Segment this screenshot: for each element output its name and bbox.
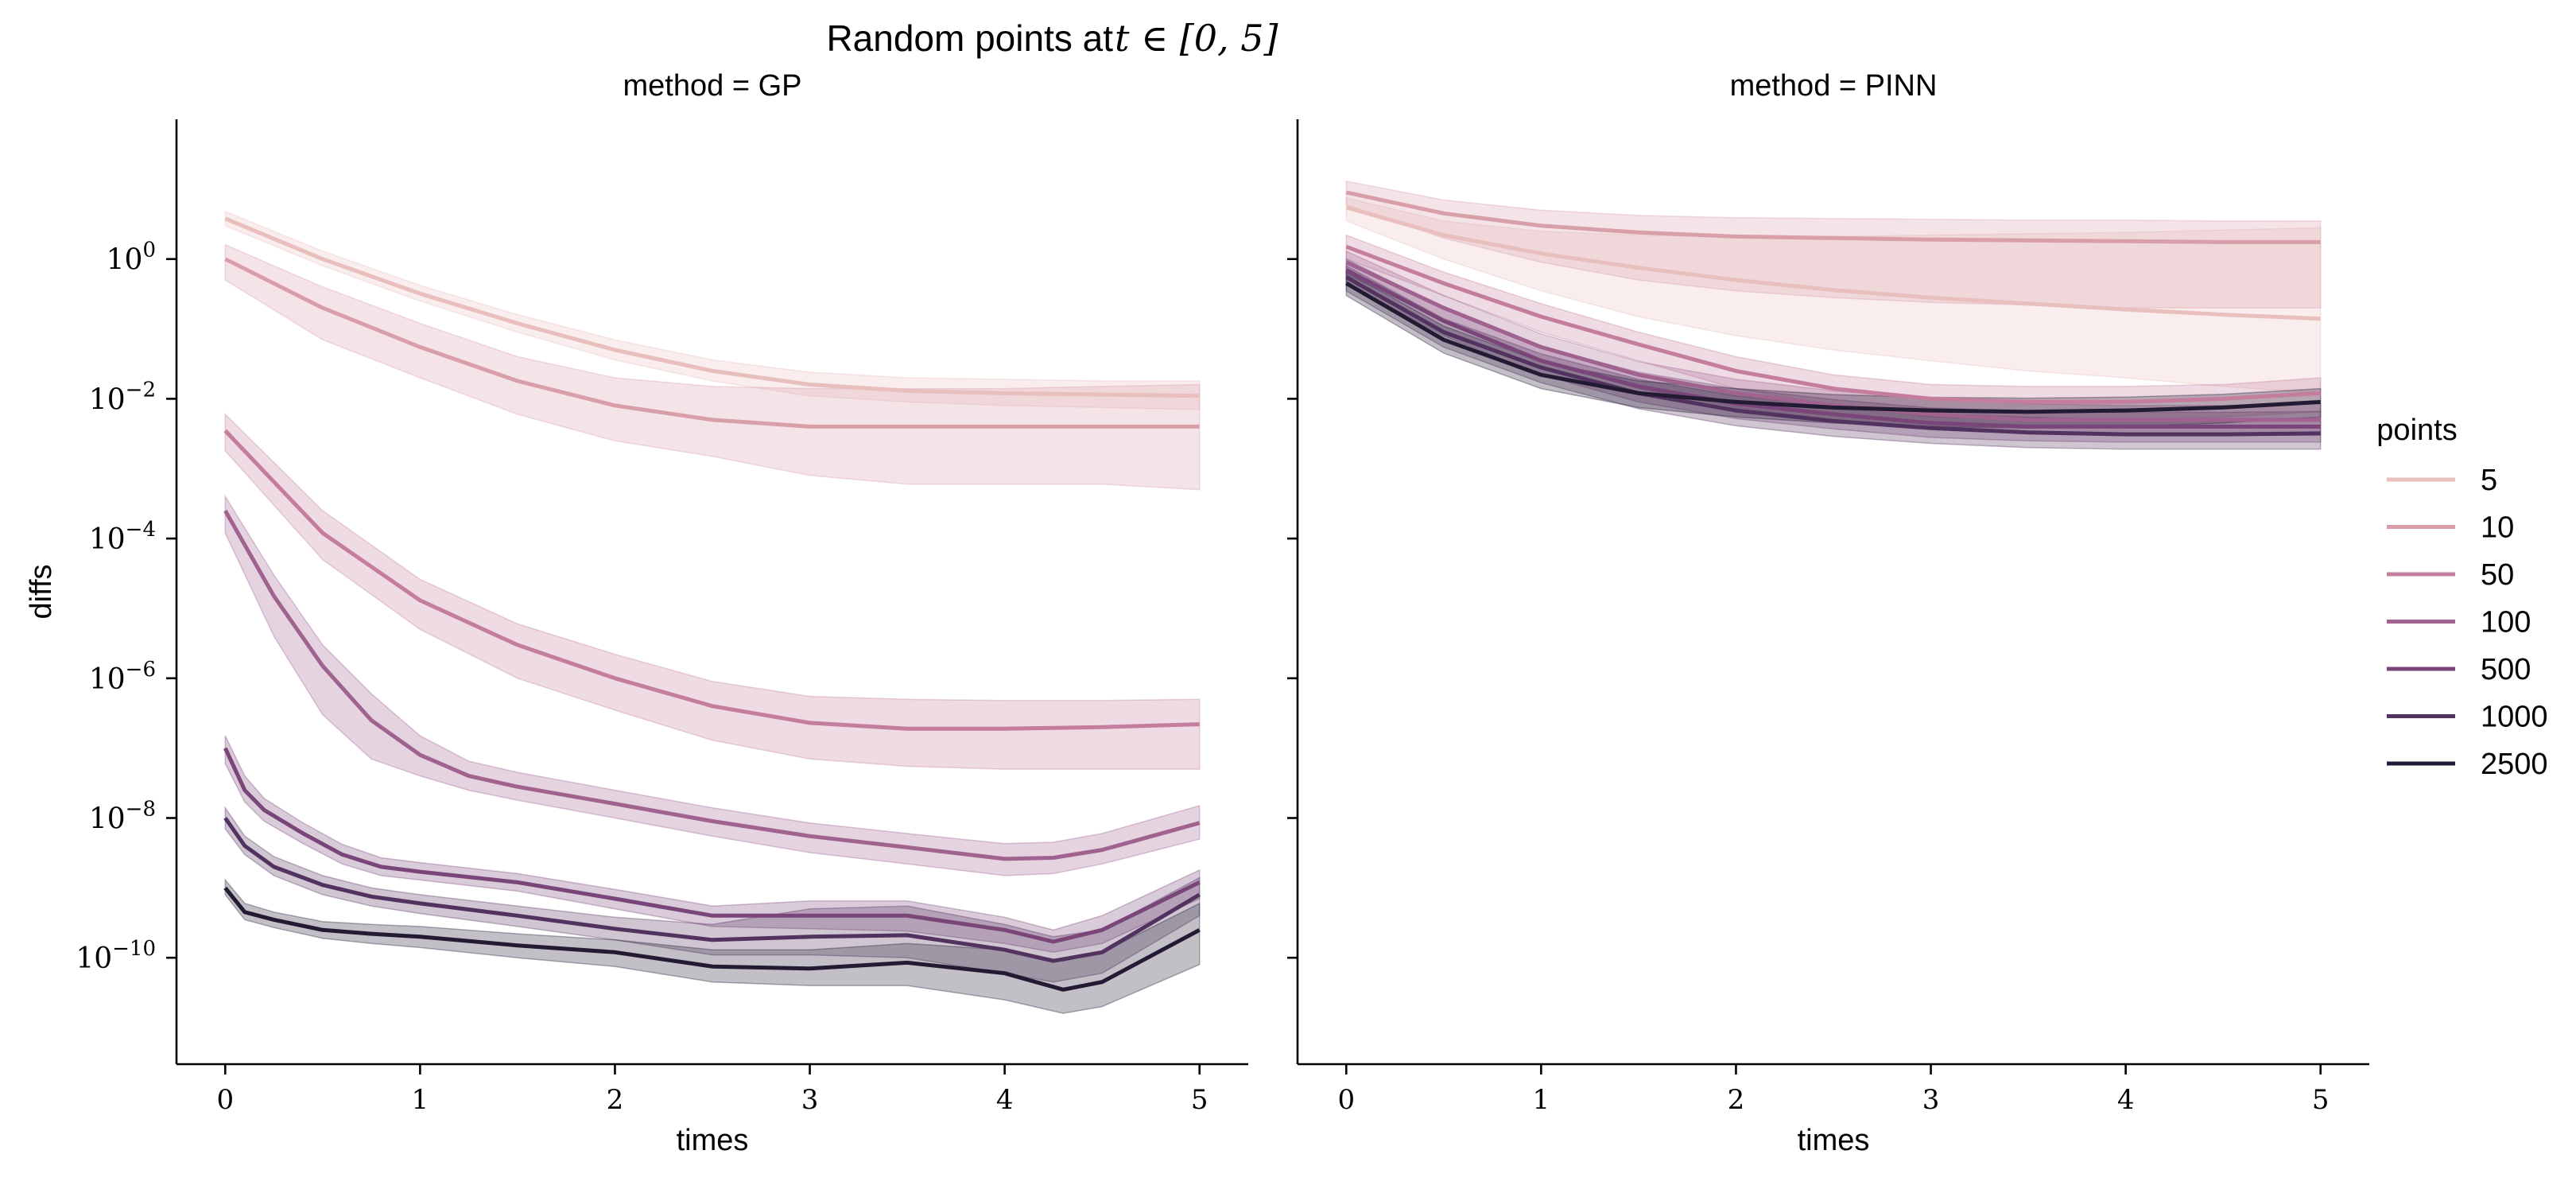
panel-gp-x-tick-label-0: 0 [216,1084,234,1116]
y-tick-label-10: 10−10 [76,937,156,975]
panel-pinn: 0 1 2 3 4 5 method = PINN times [1287,69,2369,1157]
panel-gp-band-2500 [224,878,1201,1014]
panel-pinn-x-tick-label-4: 4 [2117,1084,2135,1116]
panel-gp-line-10 [224,257,1200,429]
panel-gp-line-50 [223,429,1200,731]
panel-pinn-x-tick-label-5: 5 [2312,1084,2330,1116]
figure-title-text: Random points at [826,17,1113,59]
panel-gp-x-tick-label-4: 4 [996,1084,1014,1116]
panel-gp-line-2500 [223,886,1201,992]
legend-label-5: 5 [2481,464,2497,497]
panel-pinn-line-5 [1345,205,2321,321]
panel-gp-title: method = GP [623,69,802,103]
y-tick-label-8: 10−8 [89,798,156,836]
panel-gp-line-5 [224,216,1200,398]
panel-pinn-title: method = PINN [1730,69,1938,103]
panel-gp-x-tick-label-5: 5 [1191,1084,1208,1116]
legend-label-1000: 1000 [2481,701,2548,734]
y-tick-label-6: 10−6 [89,658,156,696]
legend-label-2500: 2500 [2481,748,2548,781]
panel-gp-line-500 [223,747,1201,944]
panel-gp-band-50 [224,413,1201,770]
panel-pinn-x-tick-label-1: 1 [1533,1084,1550,1116]
panel-pinn-line-500 [1345,268,2321,429]
panel-gp-x-tick-label-3: 3 [801,1084,819,1116]
panel-gp-line-100 [223,509,1201,861]
legend: points 5 10 50 100 500 1000 2500 [2376,414,2547,781]
panel-pinn-line-1000 [1345,275,2321,437]
legend-label-50: 50 [2481,558,2514,592]
panel-pinn-band-10 [1345,180,2322,309]
panel-gp-x-tick-label-2: 2 [607,1084,624,1116]
legend-label-100: 100 [2481,606,2531,639]
panel-pinn-line-10 [1345,190,2321,244]
panel-pinn-line-2500 [1345,282,2321,414]
panel-pinn-x-tick-label-0: 0 [1337,1084,1355,1116]
panels: 0 1 2 3 4 5 100 10−2 10−4 10−6 10−8 10−10 method = G… [25,69,2369,1157]
panel-gp-band-100 [224,494,1201,876]
panel-pinn-band-50 [1345,234,2322,421]
y-label: diffs [25,564,58,619]
panel-gp-line-1000 [223,817,1201,963]
panel-gp: 0 1 2 3 4 5 100 10−2 10−4 10−6 10−8 10−10 method = G… [76,69,1248,1157]
figure-title: Random points at t ∈ [0, 5] [826,17,1278,60]
panel-pinn-x-label: times [1798,1124,1870,1157]
panel-pinn-line-50 [1345,244,2321,404]
panel-gp-x-label: times [677,1124,749,1157]
panel-pinn-x-tick-label-2: 2 [1728,1084,1745,1116]
panel-gp-band-1000 [224,806,1201,983]
panel-pinn-x-tick-label-3: 3 [1922,1084,1940,1116]
legend-label-500: 500 [2481,653,2531,686]
legend-label-10: 10 [2481,511,2514,545]
legend-title: points [2376,414,2457,447]
y-tick-label-4: 10−4 [89,518,156,556]
y-tick-label-2: 10−2 [89,378,156,416]
panel-gp-x-tick-label-1: 1 [412,1084,429,1116]
y-tick-label-0: 100 [107,239,156,277]
figure-title-math: t ∈ [0, 5] [1115,17,1278,60]
